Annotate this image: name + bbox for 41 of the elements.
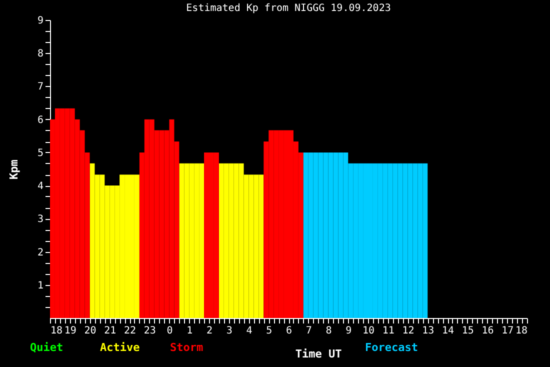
y-tick-label: 1 <box>37 280 44 292</box>
x-tick-label: 19 <box>64 326 76 336</box>
chart-title: Estimated Kp from NIGGG 19.09.2023 <box>186 3 391 14</box>
text: Forecast <box>365 341 418 354</box>
x-tick-label: 6 <box>286 326 292 336</box>
x-tick-label: 0 <box>166 326 173 336</box>
x-tick-label: 9 <box>346 326 352 336</box>
y-tick-label: 4 <box>37 181 44 192</box>
x-axis-title: Time UT <box>295 348 342 360</box>
x-tick-label: 4 <box>246 326 252 336</box>
x-tick-label: 14 <box>442 326 454 336</box>
x-tick-label: 23 <box>144 326 156 336</box>
y-tick-label: 5 <box>37 148 44 159</box>
x-tick-label: 5 <box>266 326 272 336</box>
text: Active <box>100 341 140 354</box>
x-tick-label: 22 <box>124 326 136 336</box>
y-tick-label: 9 <box>37 16 44 26</box>
x-tick-label: 3 <box>226 326 232 336</box>
x-tick-label: 12 <box>402 326 414 336</box>
y-tick-label: 6 <box>37 114 44 126</box>
text: Storm <box>170 341 204 354</box>
x-tick-label: 18 <box>515 326 528 336</box>
x-tick-label: 7 <box>306 326 312 336</box>
y-tick-label: 7 <box>37 82 44 93</box>
x-tick-label: 8 <box>326 326 332 336</box>
x-tick-label: 10 <box>362 326 375 336</box>
y-axis-title: Kpm <box>7 159 20 180</box>
y-tick-label: 3 <box>37 214 44 226</box>
x-tick-label: 2 <box>206 326 213 336</box>
x-tick-label: 18 <box>50 326 63 336</box>
x-tick-label: 13 <box>422 326 434 336</box>
x-tick-label: 1 <box>186 326 193 336</box>
x-tick-label: 17 <box>502 326 514 336</box>
text: Quiet <box>30 341 64 354</box>
y-tick-label: 8 <box>37 48 44 60</box>
x-tick-label: 11 <box>382 326 394 336</box>
x-tick-label: 15 <box>462 326 474 336</box>
y-tick-label: 2 <box>37 247 44 258</box>
x-tick-label: 21 <box>104 326 116 336</box>
x-tick-label: 20 <box>84 326 96 336</box>
x-tick-label: 16 <box>482 326 494 336</box>
